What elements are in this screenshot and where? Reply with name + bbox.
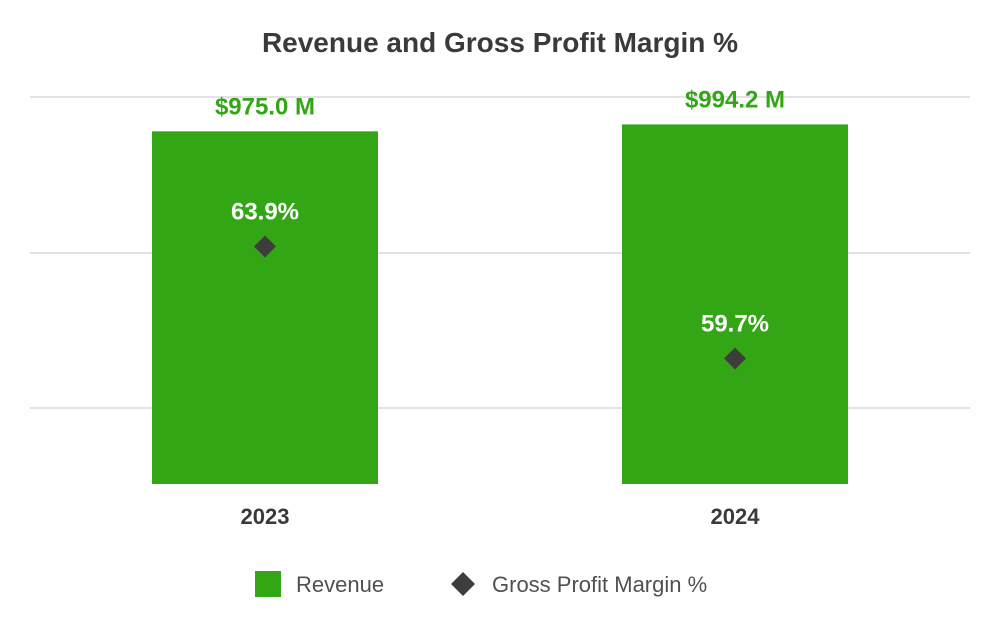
revenue-bar-2023[interactable] <box>152 131 378 485</box>
x-tick-2024: 2024 <box>711 504 761 529</box>
chart-title: Revenue and Gross Profit Margin % <box>262 27 738 58</box>
legend-diamond-icon <box>451 572 475 596</box>
legend-item-revenue[interactable]: Revenue <box>255 571 384 597</box>
revenue-label-2023: $975.0 M <box>215 93 315 120</box>
legend-label-revenue: Revenue <box>296 572 384 597</box>
revenue-label-2024: $994.2 M <box>685 86 785 113</box>
revenue-bar-2024[interactable] <box>622 124 848 484</box>
legend[interactable]: Revenue Gross Profit Margin % <box>255 571 707 597</box>
margin-markers <box>254 235 746 370</box>
x-tick-2023: 2023 <box>241 504 290 529</box>
data-labels: $975.0 M 63.9% $994.2 M 59.7% <box>215 86 785 337</box>
revenue-bars <box>152 124 848 485</box>
legend-swatch-revenue <box>255 571 281 597</box>
margin-marker-2023[interactable] <box>254 235 276 258</box>
margin-marker-2024[interactable] <box>724 347 746 370</box>
legend-label-margin: Gross Profit Margin % <box>492 572 707 597</box>
margin-label-2024: 59.7% <box>701 311 769 338</box>
x-axis-ticks: 2023 2024 <box>241 504 761 529</box>
legend-item-margin[interactable]: Gross Profit Margin % <box>451 572 707 597</box>
margin-label-2023: 63.9% <box>231 198 299 225</box>
